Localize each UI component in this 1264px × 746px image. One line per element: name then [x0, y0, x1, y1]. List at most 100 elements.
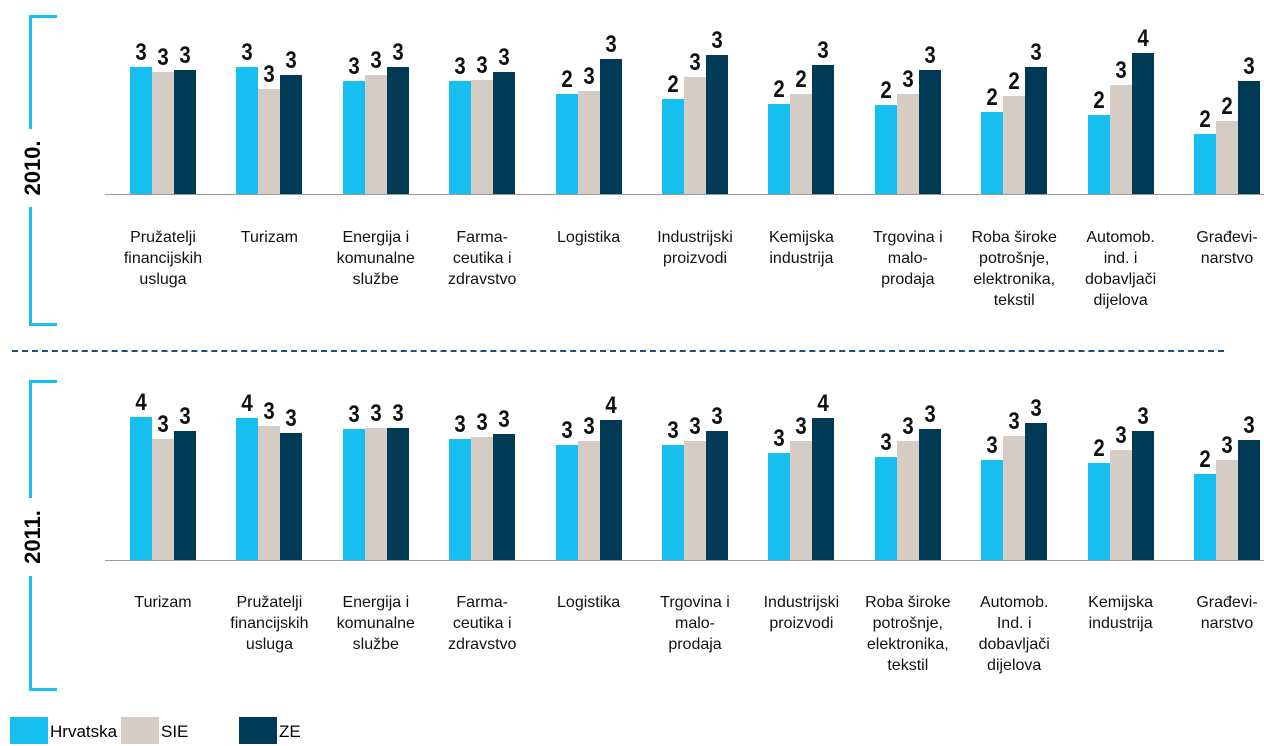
data-label: 3 — [711, 26, 723, 54]
bar — [981, 460, 1004, 560]
bar — [896, 440, 919, 560]
x-tick-label: Farma- ceutika i zdravstvo — [447, 229, 517, 288]
x-tick-label: Građevi- narstvo — [1196, 594, 1258, 632]
axis-line — [105, 560, 1264, 561]
bar — [386, 428, 409, 560]
x-tick-label: Industrijski proizvodi — [657, 229, 733, 267]
bar — [874, 104, 897, 194]
data-label: 3 — [348, 400, 360, 428]
x-tick-label: Turizam — [240, 229, 298, 246]
bar — [1025, 66, 1048, 194]
data-label: 3 — [1030, 38, 1042, 66]
bar — [1087, 114, 1110, 194]
bar — [493, 72, 516, 194]
x-tick-label: Trgovina i malo- prodaja — [872, 229, 943, 288]
data-label: 3 — [157, 410, 169, 438]
bar — [1216, 120, 1238, 194]
bar — [790, 94, 813, 194]
bar — [236, 418, 259, 560]
bar — [449, 80, 472, 194]
x-tick-label: Trgovina i malo- prodaja — [660, 594, 730, 653]
bar — [874, 456, 897, 560]
data-label: 3 — [582, 412, 595, 440]
data-label: 3 — [285, 404, 298, 432]
data-label: 3 — [1243, 412, 1255, 439]
data-label: 3 — [285, 46, 298, 74]
bar — [130, 66, 152, 194]
bar — [130, 416, 152, 560]
data-label: 3 — [135, 38, 147, 66]
data-label: 3 — [263, 398, 276, 425]
bracket — [29, 688, 57, 691]
x-tick-label: Roba široke potrošnje, elektronika, teks… — [865, 594, 951, 674]
data-label: 2 — [667, 70, 679, 98]
bar — [684, 440, 706, 560]
bar — [471, 80, 494, 194]
bar — [768, 104, 791, 194]
bar — [1025, 422, 1048, 560]
bar — [1194, 474, 1216, 560]
data-label: 3 — [1136, 402, 1149, 430]
data-label: 2 — [986, 84, 998, 111]
data-label: 2 — [880, 76, 892, 104]
data-label: 3 — [157, 44, 169, 71]
bar — [236, 66, 259, 194]
x-tick-label: Energija i komunalne službe — [336, 594, 415, 653]
x-tick-label: Kemijska industrija — [1088, 594, 1154, 632]
data-label: 2 — [773, 76, 786, 103]
data-label: 3 — [604, 30, 617, 58]
x-tick-label: Građevi- narstvo — [1196, 229, 1258, 267]
bar — [1003, 96, 1026, 194]
legend-label: ZE — [279, 722, 301, 741]
data-label: 3 — [476, 408, 488, 436]
legend-label: SIE — [161, 722, 189, 741]
bar — [1109, 450, 1132, 560]
panel-title: 2011. — [19, 498, 47, 576]
bar — [1238, 440, 1260, 560]
x-tick-label: Logistika — [557, 594, 621, 611]
legend-label: Hrvatska — [50, 722, 118, 741]
bar — [790, 440, 813, 560]
data-label: 4 — [241, 390, 254, 417]
x-tick-label: Automob. ind. i dobavljači dijelova — [1085, 229, 1157, 309]
bar — [812, 418, 835, 560]
axis-line — [105, 194, 1264, 195]
data-label: 3 — [986, 432, 998, 459]
bar — [1238, 80, 1260, 194]
data-label: 3 — [582, 62, 595, 90]
data-label: 3 — [902, 66, 914, 93]
bar — [1087, 462, 1110, 560]
data-label: 4 — [604, 392, 617, 419]
bar — [1131, 430, 1154, 560]
bar — [1194, 134, 1216, 194]
data-label: 3 — [1114, 56, 1127, 84]
data-label: 3 — [1030, 394, 1042, 422]
data-label: 3 — [476, 52, 488, 79]
data-label: 3 — [1221, 432, 1233, 459]
data-label: 3 — [498, 44, 510, 71]
data-label: 3 — [1114, 422, 1127, 449]
bar — [555, 94, 578, 194]
bar — [493, 434, 516, 560]
data-label: 3 — [454, 410, 466, 438]
bracket — [29, 323, 57, 326]
x-tick-label: Industrijski proizvodi — [763, 594, 840, 632]
bar — [1109, 84, 1132, 194]
bar — [364, 74, 387, 194]
data-label: 3 — [498, 406, 510, 433]
data-label: 2 — [1008, 68, 1020, 95]
bar — [1216, 460, 1238, 560]
data-label: 2 — [795, 66, 808, 94]
bar — [364, 428, 387, 560]
data-label: 4 — [817, 390, 830, 417]
legend-swatch — [121, 717, 159, 744]
bar — [471, 436, 494, 560]
data-label: 3 — [773, 424, 786, 452]
bar — [662, 98, 684, 194]
bar — [342, 80, 365, 194]
bar — [386, 66, 409, 194]
data-label: 3 — [392, 400, 404, 427]
data-label: 4 — [135, 388, 147, 416]
data-label: 3 — [348, 52, 360, 80]
data-label: 3 — [392, 38, 404, 66]
